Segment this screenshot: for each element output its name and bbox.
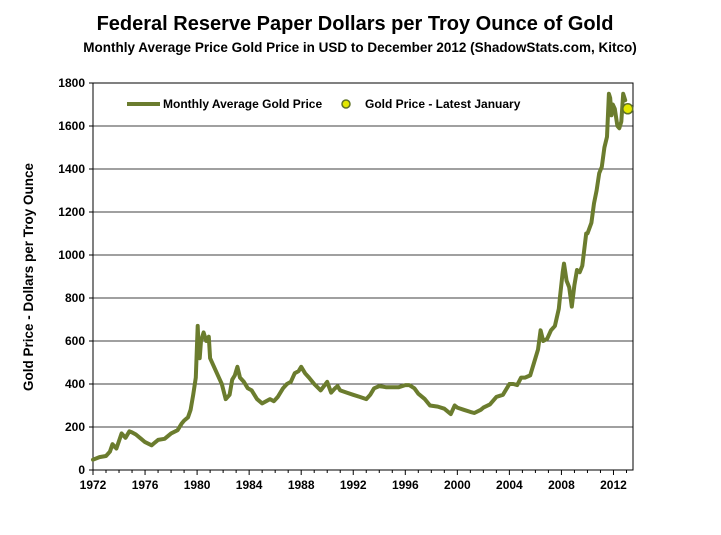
x-tick-label: 2004	[496, 478, 523, 492]
y-tick-label: 1000	[58, 248, 85, 262]
x-tick-label: 1984	[236, 478, 263, 492]
series-layer	[91, 91, 634, 462]
x-tick-label: 1988	[288, 478, 315, 492]
y-tick-label: 600	[65, 334, 85, 348]
y-tick-label: 1400	[58, 162, 85, 176]
x-tick-label: 1996	[392, 478, 419, 492]
series-line-monthly-gold	[91, 91, 628, 462]
legend-dot-swatch	[341, 99, 351, 109]
chart-subtitle: Monthly Average Price Gold Price in USD …	[83, 40, 636, 55]
y-tick-label: 400	[65, 377, 85, 391]
y-tick-label: 0	[78, 463, 85, 477]
x-tick-label: 1976	[132, 478, 159, 492]
legend-label-monthly: Monthly Average Gold Price	[163, 97, 322, 111]
y-axis-label: Gold Price - Dollars per Troy Ounce	[21, 162, 36, 391]
x-tick-label: 1980	[184, 478, 211, 492]
legend: Monthly Average Gold Price Gold Price - …	[127, 97, 521, 111]
x-tick-label: 2000	[444, 478, 471, 492]
legend-label-latest: Gold Price - Latest January	[365, 97, 521, 111]
y-axis: 0 200 400 600 800 1000 1200 1400 1600 1800	[58, 76, 93, 477]
y-tick-label: 200	[65, 420, 85, 434]
x-tick-label: 2008	[548, 478, 575, 492]
x-axis: 1972 1976 1980 1984 1988 1992 1996 2000 2004 2008…	[80, 470, 627, 492]
data-point-latest-january	[622, 103, 634, 115]
y-tick-label: 1600	[58, 119, 85, 133]
x-tick-label: 1992	[340, 478, 367, 492]
x-tick-label: 2012	[600, 478, 627, 492]
chart-title: Federal Reserve Paper Dollars per Troy O…	[97, 13, 614, 35]
plot-area	[92, 82, 634, 471]
y-tick-label: 1800	[58, 76, 85, 90]
gridlines	[93, 125, 633, 428]
y-tick-label: 1200	[58, 205, 85, 219]
x-tick-label: 1972	[80, 478, 107, 492]
y-tick-label: 800	[65, 291, 85, 305]
